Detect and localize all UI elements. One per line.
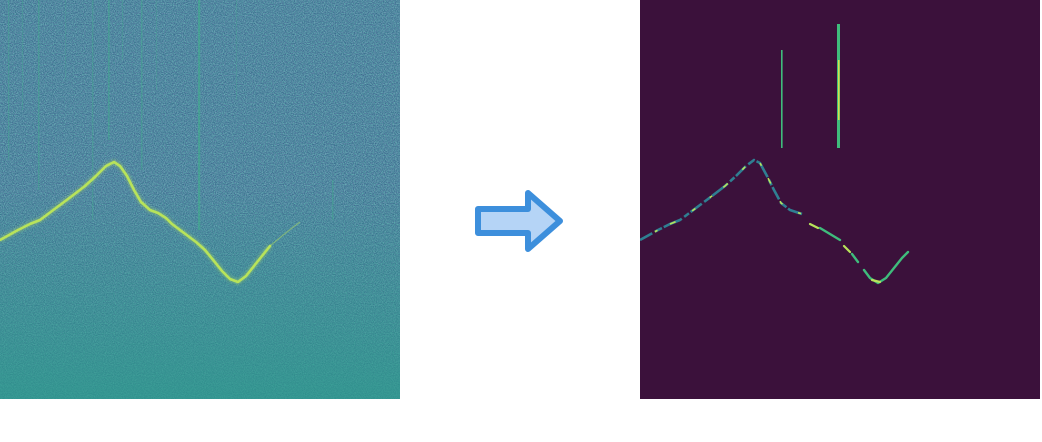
vertical-stripe [122,0,123,60]
vertical-stripe [108,0,110,140]
vertical-stripe [156,0,157,90]
vertical-stripe [198,0,201,230]
vertical-stripe [236,0,237,100]
denoised-spectrogram-canvas [640,0,1040,399]
vertical-spike-left [781,50,783,148]
vertical-stripe [141,0,143,170]
denoised-spectrogram-image [640,0,1040,399]
vertical-stripe [8,0,10,160]
whistle-contour-line [0,160,272,284]
denoised-contour-segment [808,222,882,284]
denoised-contour-segment [818,226,910,285]
denoised-whistle-contour [640,158,910,285]
noisy-spectrogram-image [0,0,400,399]
vertical-stripe [22,0,23,110]
vertical-stripe [65,0,66,80]
vertical-stripe [38,0,40,190]
isolated-spikes [781,24,840,148]
right-arrow-icon [475,190,563,252]
vertical-stripe [332,180,334,220]
whistle-contour [0,159,301,285]
vertical-spike-right-core [838,60,840,120]
vertical-stripe [92,0,94,220]
vertical-stripes [8,0,334,230]
noisy-spectrogram-canvas [0,0,400,399]
transformation-arrow [474,189,566,253]
denoised-contour-segment [640,158,803,242]
whistle-contour-faint-tail [269,221,301,247]
